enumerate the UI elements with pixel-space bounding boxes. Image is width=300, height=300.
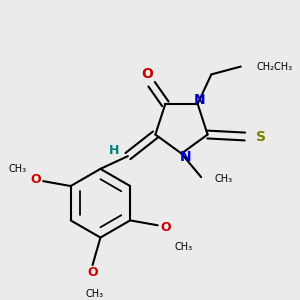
Text: CH₃: CH₃ bbox=[215, 174, 233, 184]
Text: H: H bbox=[109, 144, 119, 157]
Text: O: O bbox=[160, 221, 171, 234]
Text: S: S bbox=[256, 130, 266, 143]
Text: O: O bbox=[141, 68, 153, 81]
Text: O: O bbox=[87, 266, 98, 279]
Text: CH₂CH₃: CH₂CH₃ bbox=[256, 61, 292, 72]
Text: CH₃: CH₃ bbox=[9, 164, 27, 174]
Text: CH₃: CH₃ bbox=[174, 242, 192, 252]
Text: O: O bbox=[30, 173, 41, 186]
Text: N: N bbox=[194, 93, 206, 107]
Text: CH₃: CH₃ bbox=[85, 290, 103, 299]
Text: N: N bbox=[180, 150, 191, 164]
